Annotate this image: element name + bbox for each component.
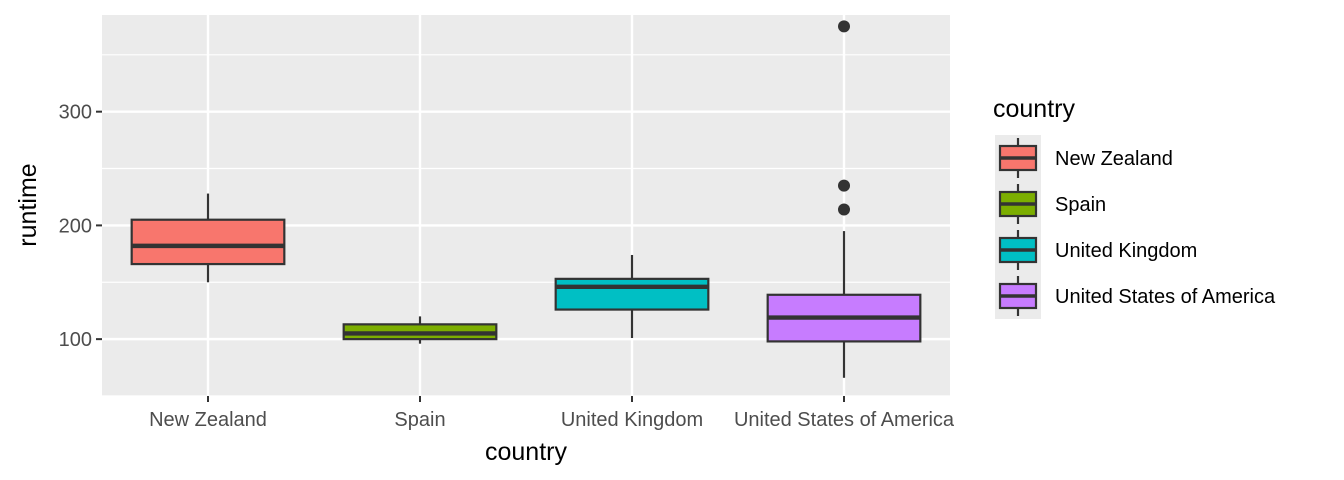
- legend-item: United States of America: [998, 276, 1276, 316]
- legend-title: country: [993, 95, 1075, 123]
- box-0: [130, 193, 286, 283]
- y-axis-title: runtime: [14, 163, 42, 246]
- outlier-point: [838, 20, 850, 33]
- box-iqr: [554, 277, 710, 311]
- boxes: [130, 20, 922, 378]
- grid-minor: [102, 54, 950, 397]
- box-1: [342, 316, 498, 344]
- box-2: [554, 254, 710, 338]
- x-tick-label: United Kingdom: [561, 409, 703, 431]
- legend-label: Spain: [1055, 194, 1106, 216]
- outlier-point: [838, 203, 850, 216]
- legend: country New Zealand Spain United Kingdom Un…: [993, 95, 1276, 319]
- x-tick-label: New Zealand: [149, 409, 267, 431]
- x-axis-title: country: [485, 438, 567, 466]
- x-tick-label: Spain: [394, 409, 445, 431]
- legend-items: New Zealand Spain United Kingdom United Sta…: [998, 138, 1276, 316]
- legend-item: United Kingdom: [998, 230, 1197, 270]
- y-axis: 100 200 300: [59, 102, 102, 351]
- legend-item: Spain: [998, 184, 1106, 224]
- x-tick-label: United States of America: [734, 409, 955, 431]
- legend-label: New Zealand: [1055, 148, 1173, 170]
- legend-label: United States of America: [1055, 286, 1276, 308]
- y-tick-label: 100: [59, 329, 92, 351]
- x-axis: New Zealand Spain United Kingdom United Sta…: [149, 396, 955, 431]
- y-tick-label: 200: [59, 215, 92, 237]
- legend-item: New Zealand: [998, 138, 1173, 178]
- y-tick-label: 300: [59, 102, 92, 124]
- outlier-point: [838, 179, 850, 192]
- box-iqr: [130, 218, 286, 266]
- legend-label: United Kingdom: [1055, 240, 1197, 262]
- box-3: [766, 20, 922, 378]
